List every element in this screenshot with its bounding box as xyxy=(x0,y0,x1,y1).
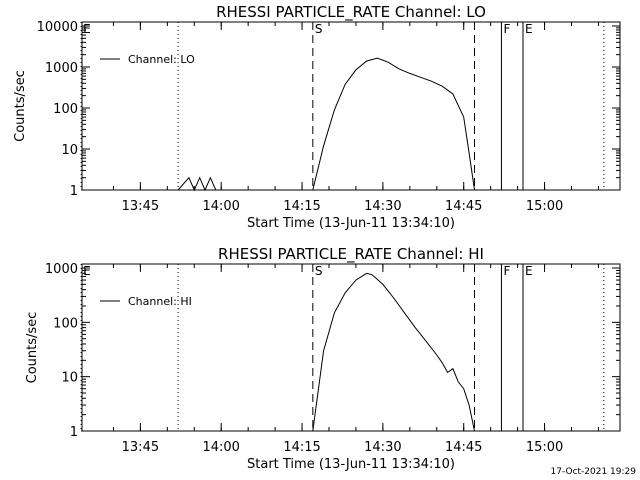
x-tick-label: 15:00 xyxy=(526,199,563,214)
plot-frame xyxy=(81,21,621,191)
y-tick-label: 10 xyxy=(61,371,78,386)
y-tick-label: 1 xyxy=(70,184,78,199)
y-tick-label: 1 xyxy=(70,425,78,440)
legend-label: Channel: HI xyxy=(128,295,192,308)
x-axis-label: Start Time (13-Jun-11 13:34:10) xyxy=(247,216,455,231)
series-line xyxy=(81,272,620,432)
x-tick-label: 14:15 xyxy=(283,199,320,214)
legend-label: Channel: LO xyxy=(128,53,195,66)
x-tick-label: 13:45 xyxy=(122,440,159,455)
x-tick-label: 13:45 xyxy=(122,199,159,214)
x-tick-label: 14:15 xyxy=(283,440,320,455)
event-marker-label: E xyxy=(525,22,533,36)
y-tick-label: 100 xyxy=(53,316,78,331)
series-line xyxy=(81,57,620,192)
y-tick-label: 10000 xyxy=(37,20,78,35)
x-tick-label: 14:00 xyxy=(202,199,239,214)
x-axis-label: Start Time (13-Jun-11 13:34:10) xyxy=(247,457,455,472)
x-tick-label: 15:00 xyxy=(526,440,563,455)
event-marker-label: E xyxy=(83,264,91,278)
chart-title: RHESSI PARTICLE_RATE Channel: HI xyxy=(218,245,484,264)
y-tick-label: 100 xyxy=(53,102,78,117)
y-tick-label: 1000 xyxy=(45,262,78,277)
x-tick-label: 14:45 xyxy=(445,440,482,455)
y-tick-label: 10 xyxy=(61,143,78,158)
y-axis-label: Counts/sec xyxy=(25,312,40,384)
event-marker-label: F xyxy=(503,264,510,278)
x-tick-label: 14:30 xyxy=(364,199,401,214)
x-tick-label: 14:45 xyxy=(445,199,482,214)
x-tick-label: 14:30 xyxy=(364,440,401,455)
y-tick-label: 1000 xyxy=(45,61,78,76)
event-marker-label: S xyxy=(315,22,323,36)
event-marker-label: F xyxy=(503,22,510,36)
event-marker-label: E xyxy=(525,264,533,278)
event-marker-label: S xyxy=(315,264,323,278)
x-tick-label: 14:00 xyxy=(202,440,239,455)
footer-timestamp: 17-Oct-2021 19:29 xyxy=(551,467,637,477)
event-marker-label: E xyxy=(83,22,91,36)
plot-frame xyxy=(81,263,621,432)
y-axis-label: Counts/sec xyxy=(13,70,28,142)
chart-title: RHESSI PARTICLE_RATE Channel: LO xyxy=(216,3,486,22)
